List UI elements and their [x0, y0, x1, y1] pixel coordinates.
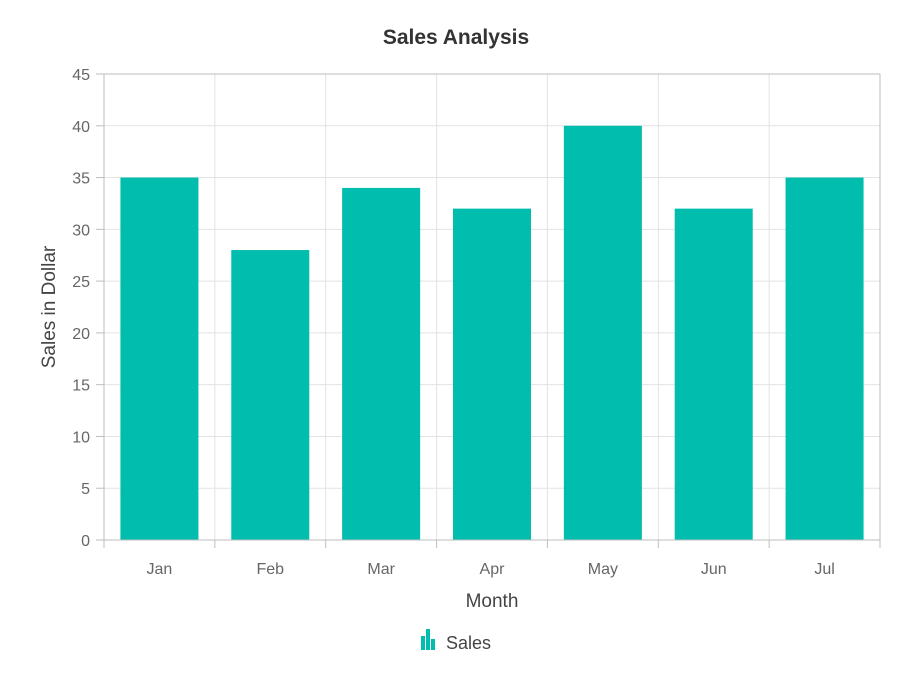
bar-apr[interactable]: [453, 208, 531, 540]
x-tick-label: May: [588, 561, 618, 578]
x-axis-title: Month: [466, 591, 519, 612]
y-tick-label: 10: [72, 429, 90, 446]
chart-title: Sales Analysis: [383, 26, 529, 49]
legend-icon-bar: [431, 639, 435, 650]
x-tick-label: Mar: [367, 561, 395, 578]
y-axis-tick-labels: 0 5 10 15 20 25 30 35 40 45: [72, 67, 90, 550]
bar-may[interactable]: [563, 125, 642, 541]
x-tick-label: Jul: [814, 561, 834, 578]
x-axis-tick-labels: Jan Feb Mar Apr May Jun Jul: [147, 561, 835, 578]
bar-feb[interactable]: [231, 250, 310, 541]
bar-chart-icon: [421, 629, 435, 650]
y-tick-label: 35: [72, 171, 90, 188]
y-tick-label: 25: [72, 274, 90, 291]
legend-icon-bar: [421, 636, 425, 650]
y-tick-label: 0: [81, 533, 90, 550]
x-tick-label: Jan: [147, 561, 173, 578]
bar-jun[interactable]: [674, 208, 753, 540]
y-tick-label: 40: [72, 119, 90, 136]
legend-icon-bar: [426, 629, 430, 650]
y-tick-label: 45: [72, 67, 90, 84]
y-tick-label: 15: [72, 378, 90, 395]
bar-jan[interactable]: [120, 177, 199, 541]
legend-label-sales: Sales: [446, 633, 491, 653]
x-tick-label: Apr: [480, 561, 506, 578]
y-tick-label: 5: [81, 481, 90, 498]
y-tick-label: 30: [72, 222, 90, 239]
bar-mar[interactable]: [342, 187, 421, 540]
x-tick-label: Jun: [701, 561, 727, 578]
bar-jul[interactable]: [785, 177, 864, 541]
bar-series-sales: [120, 125, 864, 541]
y-tick-label: 20: [72, 326, 90, 343]
legend[interactable]: Sales: [421, 629, 491, 653]
axes: [96, 73, 881, 548]
x-tick-label: Feb: [256, 561, 284, 578]
y-axis-title: Sales in Dollar: [39, 245, 60, 368]
